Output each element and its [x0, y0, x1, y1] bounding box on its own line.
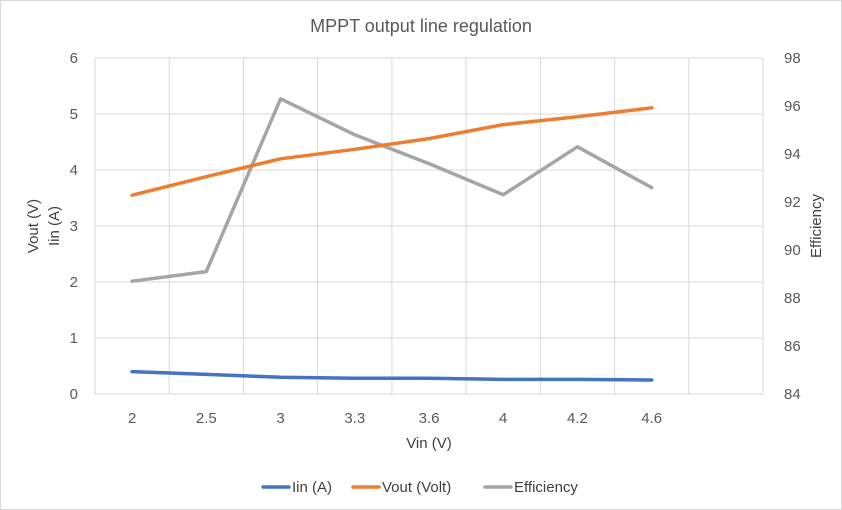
series-line-iin-a	[130, 369, 654, 382]
y-axis-label-left-vout: Vout (V)	[25, 199, 42, 253]
x-tick-label: 3.6	[419, 410, 440, 427]
right-axis-ticks: 84 86 88 90 92 94 96 98	[784, 50, 801, 403]
right-tick-label: 98	[784, 50, 801, 67]
series-lines	[130, 97, 654, 382]
right-tick-label: 86	[784, 338, 801, 355]
left-tick-label: 3	[70, 218, 78, 235]
left-tick-label: 1	[70, 330, 78, 347]
x-tick-label: 2.5	[196, 410, 217, 427]
x-tick-label: 4.2	[567, 410, 588, 427]
x-axis-label: Vin (V)	[406, 435, 452, 452]
left-tick-label: 0	[70, 386, 78, 403]
chart-title: MPPT output line regulation	[310, 16, 532, 36]
series-line-efficiency	[130, 97, 654, 283]
legend-label: Iin (A)	[292, 479, 332, 496]
x-tick-label: 3	[276, 410, 284, 427]
legend: Iin (A) Vout (Volt) Efficiency	[261, 479, 578, 496]
y-axis-label-left-iin: Iin (A)	[46, 206, 63, 246]
series-line-vout-volt	[130, 106, 654, 197]
right-tick-label: 94	[784, 146, 801, 163]
left-tick-label: 6	[70, 50, 78, 67]
left-axis-ticks: 0 1 2 3 4 5 6	[70, 50, 78, 403]
right-tick-label: 88	[784, 290, 801, 307]
x-axis-ticks: 2 2.5 3 3.3 3.6 4 4.2 4.6	[128, 410, 662, 427]
right-tick-label: 96	[784, 98, 801, 115]
left-tick-label: 5	[70, 106, 78, 123]
x-tick-label: 4.6	[641, 410, 662, 427]
gridlines	[94, 57, 764, 395]
right-tick-label: 84	[784, 386, 801, 403]
right-tick-label: 90	[784, 242, 801, 259]
left-tick-label: 2	[70, 274, 78, 291]
x-tick-label: 4	[499, 410, 507, 427]
right-tick-label: 92	[784, 194, 801, 211]
legend-label: Vout (Volt)	[382, 479, 451, 496]
left-tick-label: 4	[70, 162, 78, 179]
legend-label: Efficiency	[514, 479, 578, 496]
x-tick-label: 3.3	[344, 410, 365, 427]
y-axis-label-right: Efficiency	[808, 194, 825, 258]
x-tick-label: 2	[128, 410, 136, 427]
